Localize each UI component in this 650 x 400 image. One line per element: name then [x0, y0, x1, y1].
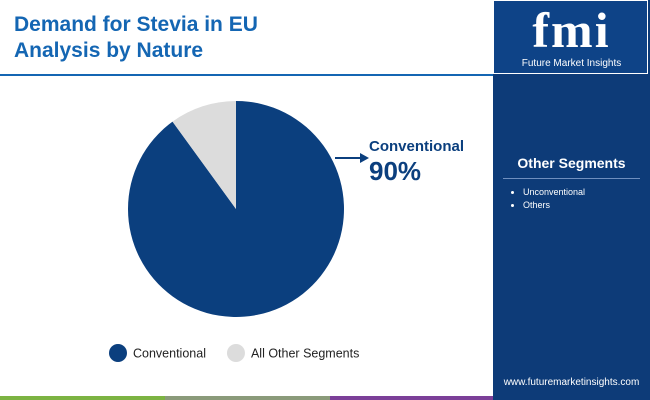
- logo-name: Future Market Insights: [521, 58, 622, 69]
- sidebar-title: Other Segments: [517, 155, 626, 171]
- sidebar: fmi Future Market Insights Other Segment…: [493, 0, 650, 400]
- logo: fmi Future Market Insights: [493, 0, 648, 74]
- legend-swatch: [226, 344, 245, 362]
- strip: [0, 396, 165, 400]
- logo-mark: fmi: [532, 2, 611, 58]
- divider: [0, 74, 493, 76]
- strip: [330, 396, 493, 400]
- chart-title: Demand for Stevia in EU Analysis by Natu…: [14, 13, 258, 62]
- pie-slice: [172, 101, 236, 209]
- segment-list: UnconventionalOthers: [507, 186, 585, 212]
- legend-label: All Other Segments: [251, 346, 359, 360]
- legend-swatch: [109, 344, 127, 362]
- segment-item: Unconventional: [523, 186, 585, 199]
- segment-item: Others: [523, 199, 585, 212]
- legend-label: Conventional: [133, 346, 206, 360]
- annotation-label: Conventional: [369, 138, 464, 155]
- sidebar-rule: [503, 178, 640, 179]
- data-label: 90%: [369, 156, 421, 186]
- url: www.futuremarketinsights.com: [503, 377, 640, 388]
- arrow-head: [360, 153, 369, 163]
- strip: [165, 396, 330, 400]
